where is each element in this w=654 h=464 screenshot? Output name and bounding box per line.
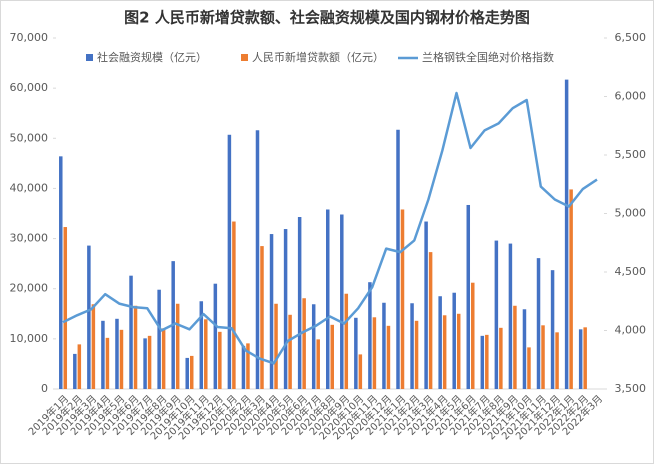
bar xyxy=(297,217,302,389)
y-tick-label: 30,000 xyxy=(10,232,49,245)
y-tick-label: 50,000 xyxy=(10,131,49,144)
bar xyxy=(513,305,517,389)
bar xyxy=(578,329,583,389)
bar xyxy=(400,209,405,389)
bar xyxy=(143,338,147,389)
bar xyxy=(73,353,77,389)
bar xyxy=(101,320,105,389)
bar xyxy=(246,343,250,389)
legend-swatch xyxy=(86,54,93,61)
bar xyxy=(438,296,442,389)
bar xyxy=(424,221,428,389)
bar xyxy=(288,314,292,389)
bar xyxy=(255,130,260,389)
bar xyxy=(129,275,133,389)
bar xyxy=(414,320,419,389)
bar xyxy=(269,234,274,389)
bar xyxy=(133,305,138,389)
legend-label: 兰格钢铁全国绝对价格指数 xyxy=(422,50,554,64)
bar xyxy=(522,309,527,389)
bar xyxy=(456,313,461,389)
y2-tick-label: 5,500 xyxy=(615,148,647,161)
bar xyxy=(354,317,358,389)
bar xyxy=(213,283,218,389)
bar xyxy=(260,246,264,389)
bar xyxy=(105,337,110,389)
legend-label: 社会融资规模（亿元） xyxy=(97,50,207,64)
bar xyxy=(274,303,278,389)
bar xyxy=(63,227,68,389)
y-tick-label: 20,000 xyxy=(10,282,49,295)
bar xyxy=(227,134,232,389)
y2-tick-label: 5,000 xyxy=(615,207,647,220)
line xyxy=(62,91,598,365)
y-tick-label: 40,000 xyxy=(10,181,49,194)
bar xyxy=(344,293,349,389)
legend-swatch xyxy=(241,54,248,61)
bar xyxy=(316,339,320,389)
bar xyxy=(386,325,391,389)
bar xyxy=(326,209,330,389)
bar xyxy=(527,347,531,389)
bar xyxy=(480,335,485,389)
bar xyxy=(368,282,372,389)
y2-tick-label: 6,500 xyxy=(615,31,647,44)
bar xyxy=(428,252,433,389)
bar xyxy=(302,298,306,389)
bar xyxy=(564,79,569,390)
y-tick-label: 10,000 xyxy=(10,332,49,345)
bar xyxy=(115,318,119,389)
bar xyxy=(536,258,541,389)
bar xyxy=(199,301,204,389)
y-tick-label: 60,000 xyxy=(10,81,49,94)
bar xyxy=(241,345,246,389)
bar xyxy=(452,292,456,389)
bar xyxy=(358,354,363,389)
bar xyxy=(466,204,471,389)
bar xyxy=(330,324,334,389)
bar xyxy=(87,245,91,389)
bar xyxy=(204,319,208,389)
y2-tick-label: 4,500 xyxy=(615,265,647,278)
bar xyxy=(485,334,489,389)
bar xyxy=(396,129,400,390)
bar xyxy=(175,303,180,389)
bar xyxy=(218,331,222,389)
bar xyxy=(185,357,189,389)
bar xyxy=(311,304,316,389)
bar xyxy=(161,328,166,389)
legend-label: 人民币新增贷款额（亿元） xyxy=(252,50,384,64)
bar xyxy=(541,325,545,389)
bar xyxy=(382,302,386,389)
bar xyxy=(494,240,499,389)
y2-tick-label: 4,000 xyxy=(615,324,647,337)
bar xyxy=(471,282,475,389)
bar xyxy=(508,243,513,389)
bar xyxy=(442,315,447,389)
chart-title: 图2 人民币新增贷款额、社会融资规模及国内钢材价格走势图 xyxy=(124,9,530,27)
bar xyxy=(583,327,587,389)
bar xyxy=(410,303,414,389)
bar xyxy=(157,289,161,389)
y2-tick-label: 6,000 xyxy=(615,90,647,103)
bar xyxy=(569,189,573,389)
bar xyxy=(119,329,124,389)
bar xyxy=(189,355,194,389)
y-tick-label: 0 xyxy=(41,382,48,395)
bar xyxy=(550,270,555,389)
bar xyxy=(283,229,288,389)
bar xyxy=(77,344,82,389)
bar xyxy=(147,335,152,389)
bar xyxy=(91,304,96,389)
bar xyxy=(232,221,236,389)
bar xyxy=(59,156,63,389)
y-tick-label: 70,000 xyxy=(10,31,49,44)
bar xyxy=(340,214,344,389)
y2-tick-label: 3,500 xyxy=(615,382,647,395)
bar xyxy=(499,327,503,389)
bar xyxy=(555,332,559,389)
bar xyxy=(372,317,377,389)
